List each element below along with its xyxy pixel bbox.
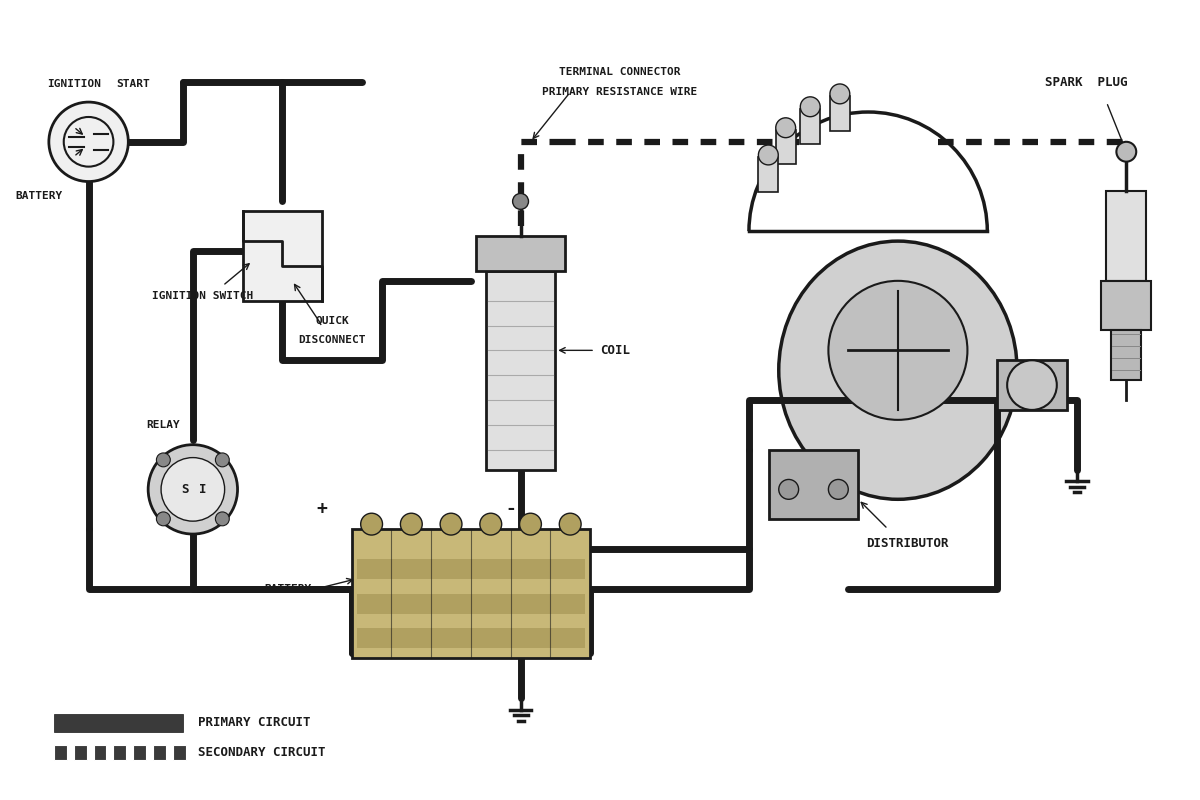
- Circle shape: [520, 514, 541, 535]
- Bar: [356, 629, 586, 648]
- Text: BATTERY: BATTERY: [16, 191, 62, 202]
- Circle shape: [480, 514, 502, 535]
- Bar: [154, 745, 166, 761]
- Bar: [997, 360, 1067, 410]
- Circle shape: [1116, 142, 1136, 162]
- Text: BATTERY: BATTERY: [265, 584, 312, 594]
- Circle shape: [779, 479, 799, 499]
- Bar: [94, 745, 107, 761]
- Bar: [242, 211, 322, 301]
- Circle shape: [559, 514, 581, 535]
- Text: PRIMARY CIRCUIT: PRIMARY CIRCUIT: [198, 716, 311, 730]
- Circle shape: [775, 118, 796, 138]
- Text: IGNITION: IGNITION: [47, 79, 101, 90]
- Circle shape: [49, 102, 128, 182]
- Text: TERMINAL CONNECTOR: TERMINAL CONNECTOR: [559, 67, 680, 78]
- Bar: [73, 745, 86, 761]
- Text: S: S: [181, 483, 188, 496]
- Circle shape: [361, 514, 383, 535]
- Circle shape: [215, 453, 229, 467]
- Text: RELAY: RELAY: [146, 420, 180, 430]
- Circle shape: [828, 479, 848, 499]
- Bar: [476, 236, 565, 271]
- Text: +: +: [317, 500, 328, 518]
- Circle shape: [401, 514, 422, 535]
- Text: DISTRIBUTOR: DISTRIBUTOR: [866, 538, 949, 550]
- Text: SECONDARY CIRCUIT: SECONDARY CIRCUIT: [198, 746, 325, 759]
- Bar: [830, 96, 850, 130]
- Text: PRIMARY RESISTANCE WIRE: PRIMARY RESISTANCE WIRE: [542, 87, 697, 97]
- Circle shape: [148, 445, 238, 534]
- Bar: [352, 529, 590, 658]
- Bar: [769, 450, 858, 519]
- Bar: [133, 745, 146, 761]
- Circle shape: [758, 145, 779, 165]
- Circle shape: [800, 97, 820, 117]
- Text: DISCONNECT: DISCONNECT: [298, 335, 366, 346]
- Bar: [356, 559, 586, 578]
- Bar: [114, 745, 126, 761]
- Circle shape: [1007, 360, 1057, 410]
- Bar: [173, 745, 186, 761]
- Text: -: -: [505, 500, 516, 518]
- Bar: [486, 271, 556, 470]
- Circle shape: [512, 194, 528, 210]
- Bar: [54, 714, 182, 732]
- Text: START: START: [116, 79, 150, 90]
- Bar: [1111, 330, 1141, 380]
- Bar: [775, 130, 796, 165]
- Circle shape: [440, 514, 462, 535]
- Bar: [54, 745, 67, 761]
- Circle shape: [830, 84, 850, 104]
- Circle shape: [161, 458, 224, 521]
- Bar: [1106, 191, 1146, 281]
- Bar: [758, 157, 779, 192]
- Bar: [1102, 281, 1151, 330]
- Ellipse shape: [828, 281, 967, 420]
- Ellipse shape: [779, 241, 1018, 499]
- Text: I: I: [199, 483, 206, 496]
- Circle shape: [156, 512, 170, 526]
- Circle shape: [215, 512, 229, 526]
- Circle shape: [156, 453, 170, 467]
- Text: SPARK  PLUG: SPARK PLUG: [1045, 76, 1128, 89]
- Text: QUICK: QUICK: [316, 315, 349, 326]
- Text: COIL: COIL: [600, 344, 630, 357]
- Bar: [356, 594, 586, 614]
- Text: IGNITION SWITCH: IGNITION SWITCH: [152, 290, 253, 301]
- Bar: [800, 109, 820, 143]
